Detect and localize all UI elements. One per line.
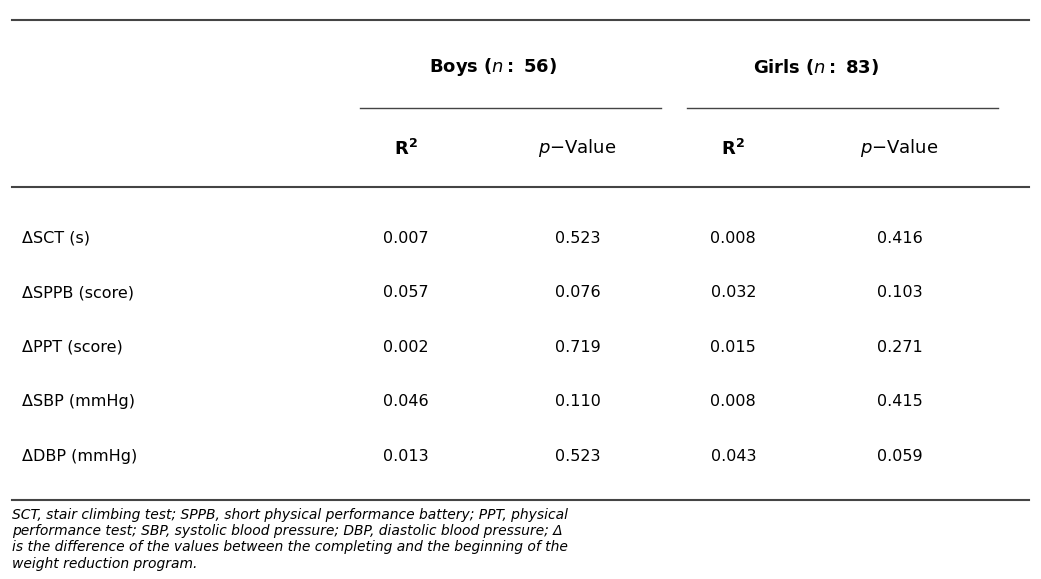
Text: 0.007: 0.007 xyxy=(383,231,429,246)
Text: 0.002: 0.002 xyxy=(383,340,429,355)
Text: $\it{p}$$\bf{\mathrm{-Value}}$: $\it{p}$$\bf{\mathrm{-Value}}$ xyxy=(860,137,939,159)
Text: $\it{p}$$\bf{\mathrm{-Value}}$: $\it{p}$$\bf{\mathrm{-Value}}$ xyxy=(538,137,617,159)
Text: $\bf{R^2}$: $\bf{R^2}$ xyxy=(721,138,745,159)
Text: 0.415: 0.415 xyxy=(877,394,922,409)
Text: 0.008: 0.008 xyxy=(710,394,756,409)
Text: SCT, stair climbing test; SPPB, short physical performance battery; PPT, physica: SCT, stair climbing test; SPPB, short ph… xyxy=(11,508,567,571)
Text: 0.032: 0.032 xyxy=(711,285,756,301)
Text: ΔDBP (mmHg): ΔDBP (mmHg) xyxy=(22,449,137,464)
Text: 0.059: 0.059 xyxy=(877,449,922,464)
Text: 0.523: 0.523 xyxy=(555,449,601,464)
Text: 0.103: 0.103 xyxy=(877,285,922,301)
Text: $\bf{Girls\ (}$$\it{n}$$\bf{:\ 83)}$: $\bf{Girls\ (}$$\it{n}$$\bf{:\ 83)}$ xyxy=(754,57,880,77)
Text: 0.416: 0.416 xyxy=(877,231,922,246)
Text: 0.271: 0.271 xyxy=(877,340,922,355)
Text: ΔPPT (score): ΔPPT (score) xyxy=(22,340,123,355)
Text: 0.015: 0.015 xyxy=(710,340,756,355)
Text: 0.008: 0.008 xyxy=(710,231,756,246)
Text: 0.043: 0.043 xyxy=(711,449,756,464)
Text: 0.013: 0.013 xyxy=(383,449,429,464)
Text: ΔSBP (mmHg): ΔSBP (mmHg) xyxy=(22,394,135,409)
Text: 0.046: 0.046 xyxy=(383,394,429,409)
Text: 0.057: 0.057 xyxy=(383,285,429,301)
Text: 0.076: 0.076 xyxy=(555,285,601,301)
Text: ΔSPPB (score): ΔSPPB (score) xyxy=(22,285,134,301)
Text: $\bf{R^2}$: $\bf{R^2}$ xyxy=(395,138,418,159)
Text: ΔSCT (s): ΔSCT (s) xyxy=(22,231,91,246)
Text: 0.719: 0.719 xyxy=(555,340,601,355)
Text: $\bf{Boys\ (}$$\it{n}$$\bf{:\ 56)}$: $\bf{Boys\ (}$$\it{n}$$\bf{:\ 56)}$ xyxy=(429,56,556,78)
Text: 0.523: 0.523 xyxy=(555,231,601,246)
Text: 0.110: 0.110 xyxy=(555,394,601,409)
